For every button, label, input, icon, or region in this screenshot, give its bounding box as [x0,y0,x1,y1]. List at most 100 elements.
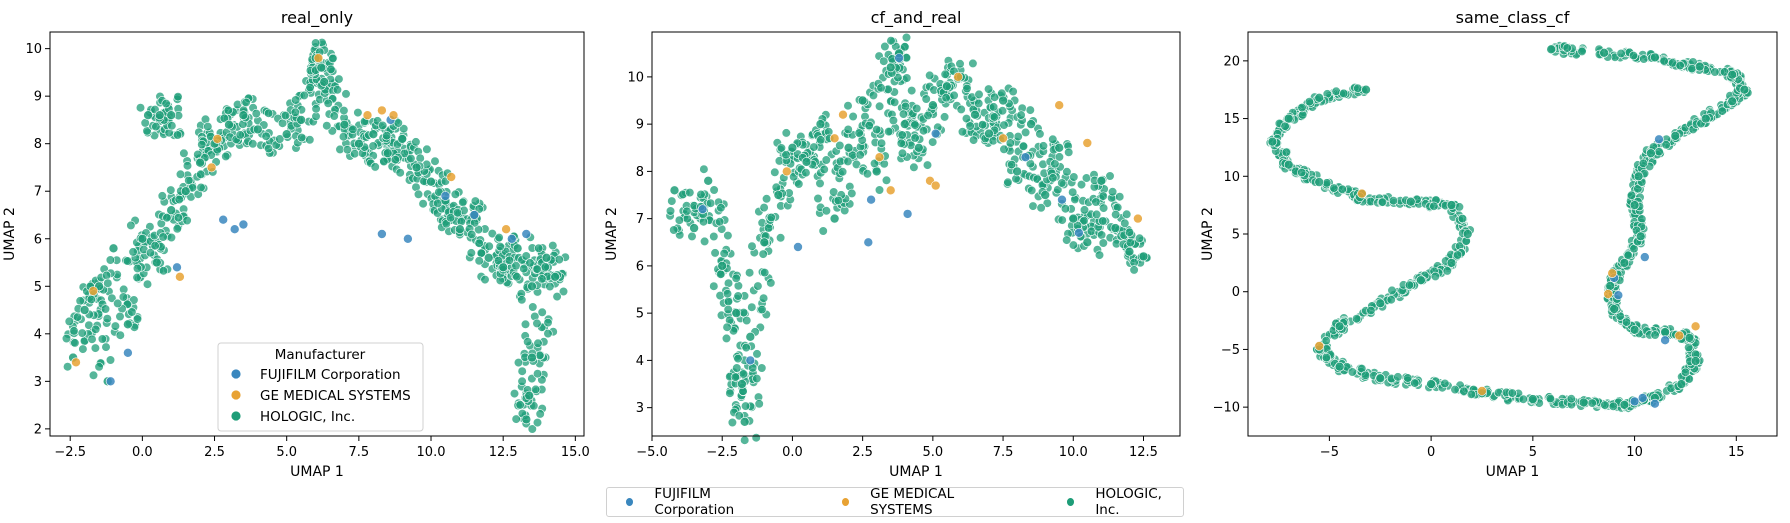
y-tick-label: 9 [34,90,42,105]
data-point-hologic [1334,361,1345,372]
hologic-density-point [513,358,524,368]
hologic-density-point [87,334,97,344]
hologic-density-point [1094,250,1105,260]
hologic-density-point [1628,50,1639,61]
data-point-hologic [426,176,436,187]
hologic-density-point [261,131,271,141]
data-point-fujifilm [403,234,413,244]
hologic-density-point [989,112,1000,122]
hologic-density-point [395,168,405,178]
hologic-density-point [1454,202,1464,212]
hologic-density-point [819,164,829,174]
hologic-density-point [1339,88,1349,98]
hologic-density-point [1386,295,1396,305]
hologic-density-point [1025,105,1035,115]
data-point-hologic [1446,200,1457,210]
data-point-fujifilm [1660,335,1670,346]
hologic-density-point [179,148,189,158]
hologic-density-point [758,293,769,303]
hologic-density-point [332,85,343,95]
data-point-hologic [1739,84,1750,95]
hologic-density-point [378,120,388,131]
hologic-density-point [669,225,679,235]
hologic-density-point [291,95,301,105]
hologic-density-point [910,120,920,130]
inner-legend: Manufacturer FUJIFILM Corporation GE MED… [217,342,424,432]
data-point-hologic [524,390,535,401]
x-tick-label: 15 [1728,445,1745,460]
figure-legend-item-fujifilm: FUJIFILM Corporation [617,486,785,518]
hologic-density-point [665,206,676,216]
data-point-hologic [1727,69,1737,80]
data-point-hologic [984,128,994,139]
hologic-density-point [968,58,978,69]
hologic-density-point [794,179,804,189]
data-point-hologic [1578,397,1589,408]
x-tick-label: 2.5 [852,445,873,460]
hologic-density-point [1098,216,1108,226]
hologic-density-point [1680,367,1691,377]
hologic-density-point [864,120,874,131]
hologic-density-point [1616,48,1626,59]
hologic-density-point [519,264,529,274]
hologic-density-point [158,266,169,276]
hologic-density-point [470,196,481,206]
hologic-density-point [682,206,692,216]
hologic-density-point [843,124,853,135]
hologic-density-point [940,69,950,79]
hologic-density-point [897,148,908,158]
data-point-fujifilm [469,210,480,220]
data-point-fujifilm [1057,194,1067,205]
hologic-density-point [145,248,156,258]
data-point-ge [1674,330,1685,341]
hologic-density-point [1507,388,1517,398]
hologic-density-point [248,139,258,149]
hologic-density-point [757,304,767,315]
hologic-density-point [1125,237,1135,248]
hologic-density-point [1410,378,1420,388]
hologic-density-point [775,233,786,243]
hologic-density-point [699,236,710,246]
data-point-hologic [483,252,494,263]
data-point-hologic [703,176,714,186]
hologic-density-point [909,162,919,172]
hologic-density-point [1098,203,1109,213]
hologic-density-point [901,32,912,43]
hologic-density-point [744,268,755,278]
y-tick-label: 7 [34,185,42,200]
data-point-hologic [1314,93,1324,103]
hologic-density-point [1429,201,1439,211]
data-point-hologic [195,157,205,168]
data-point-ge [838,109,848,120]
hologic-density-point [732,363,742,373]
hologic-density-point [696,189,706,200]
hologic-density-point [128,247,138,257]
y-tick-label: 5 [636,307,644,322]
hologic-density-point [722,289,733,299]
hologic-density-point [511,261,521,271]
data-point-ge [88,286,99,296]
hologic-density-point [1048,134,1058,144]
hologic-density-point [731,273,741,283]
hologic-density-point [399,148,410,159]
hologic-density-point [251,108,261,119]
data-point-ge [1603,289,1613,299]
hologic-density-point [1057,178,1067,188]
hologic-density-point [1016,110,1026,120]
hologic-density-point [452,208,463,218]
hologic-density-point [90,343,100,353]
hologic-density-point [97,334,107,344]
hologic-density-point [1351,314,1362,324]
x-tick-label: −5.0 [636,445,668,460]
hologic-density-point [1036,203,1046,213]
hologic-density-point [338,132,349,142]
hologic-density-point [515,400,525,410]
hologic-density-point [494,233,504,243]
hologic-density-point [816,135,826,145]
hologic-density-point [166,232,176,243]
hologic-density-point [158,232,168,242]
data-point-hologic [998,95,1008,106]
hologic-density-point [290,107,300,117]
hologic-density-point [86,295,96,305]
data-point-hologic [1462,229,1473,239]
